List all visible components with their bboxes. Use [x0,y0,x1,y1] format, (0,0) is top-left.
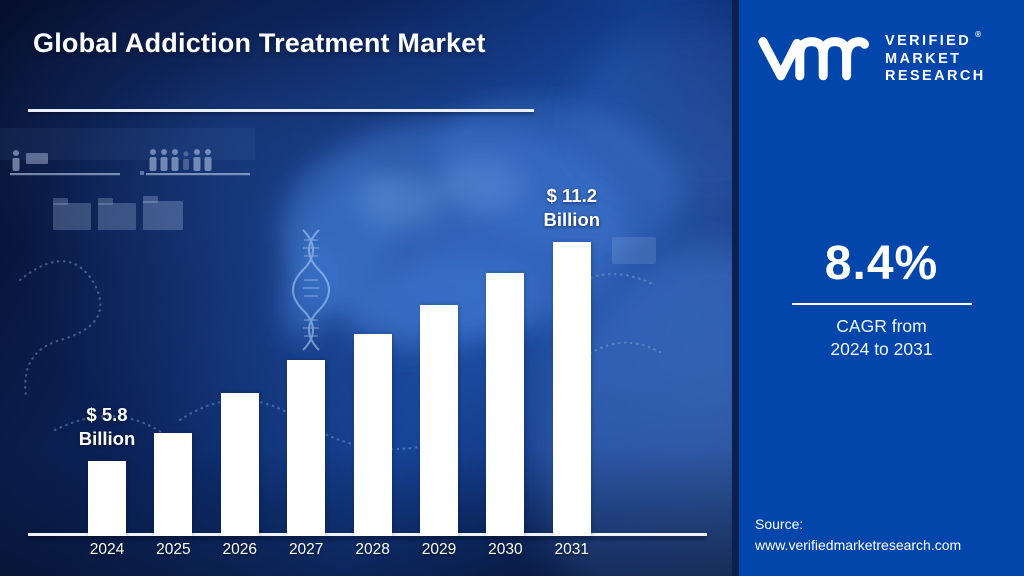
brand-panel: VERIFIED ® MARKET RESEARCH 8.4% CAGR from… [732,0,1024,576]
value-label-2024: $ 5.8 Billion [78,404,136,449]
year-label-2025: 2025 [156,541,191,558]
bar-2030 [486,273,525,536]
title-underline [28,109,534,112]
chart-section: Global Addiction Treatment Market 2024 20… [0,0,738,576]
cagr-caption-line1: CAGR from [836,316,927,336]
year-label-2024: 2024 [89,541,125,558]
bar-2031 [552,242,591,536]
bar-2024 [88,461,126,536]
source-block: Source: www.verifiedmarketresearch.com [755,514,961,556]
cagr-value: 8.4% [824,237,939,290]
cagr-block: 8.4% CAGR from 2024 to 2031 [739,236,1024,361]
brand-line-2: MARKET [885,50,962,67]
page-title: Global Addiction Treatment Market [33,28,486,58]
year-label-2026: 2026 [222,541,258,558]
bar-chart: 2024 2025 2026 2027 2028 2029 2030 2031 $ 5.8 Bil… [28,185,707,558]
bar-2029 [420,305,458,536]
cagr-underline [791,303,972,305]
brand-line-1: VERIFIED [885,33,972,49]
brand-logo: VERIFIED ® MARKET RESEARCH [757,26,986,86]
vmr-logo-icon [758,36,870,81]
value-label-2031: $ 11.2 Billion [543,185,601,230]
bar-2027 [287,360,326,536]
year-label-2029: 2029 [421,541,457,558]
year-label-2028: 2028 [355,541,390,558]
brand-line-3: RESEARCH [885,68,986,84]
bar-2025 [154,433,193,536]
brand-logo-text: VERIFIED ® MARKET RESEARCH [885,26,986,86]
year-label-2031: 2031 [554,541,590,558]
bar-2026 [220,393,259,536]
source-url: www.verifiedmarketresearch.com [755,537,962,553]
year-label-2027: 2027 [288,541,324,558]
year-label-2030: 2030 [488,541,523,558]
bar-2028 [353,334,392,536]
cagr-caption-line2: 2024 to 2031 [830,339,933,359]
registered-mark: ® [975,30,981,39]
source-label: Source: [755,516,804,532]
